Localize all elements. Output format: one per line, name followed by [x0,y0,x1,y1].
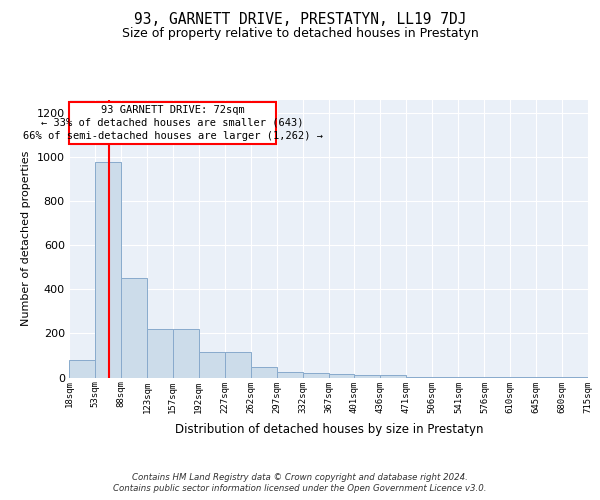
Text: ← 33% of detached houses are smaller (643): ← 33% of detached houses are smaller (64… [41,118,304,128]
Text: Distribution of detached houses by size in Prestatyn: Distribution of detached houses by size … [175,422,483,436]
Text: 93, GARNETT DRIVE, PRESTATYN, LL19 7DJ: 93, GARNETT DRIVE, PRESTATYN, LL19 7DJ [134,12,466,28]
Bar [277,372,303,378]
Y-axis label: Number of detached properties: Number of detached properties [21,151,31,326]
Bar [173,330,199,378]
Bar [380,376,406,378]
Text: Size of property relative to detached houses in Prestatyn: Size of property relative to detached ho… [122,28,478,40]
Bar [69,360,95,378]
Bar [199,352,224,378]
Bar [147,330,173,378]
Text: 93 GARNETT DRIVE: 72sqm: 93 GARNETT DRIVE: 72sqm [101,104,244,115]
Text: Contains public sector information licensed under the Open Government Licence v3: Contains public sector information licen… [113,484,487,493]
Text: 66% of semi-detached houses are larger (1,262) →: 66% of semi-detached houses are larger (… [23,131,323,141]
Bar [121,278,147,378]
FancyBboxPatch shape [69,102,276,144]
Bar [95,162,121,378]
Bar [329,374,354,378]
Bar [354,376,380,378]
Bar [224,352,251,378]
Bar [303,372,329,378]
Bar [251,367,277,378]
Text: Contains HM Land Registry data © Crown copyright and database right 2024.: Contains HM Land Registry data © Crown c… [132,472,468,482]
